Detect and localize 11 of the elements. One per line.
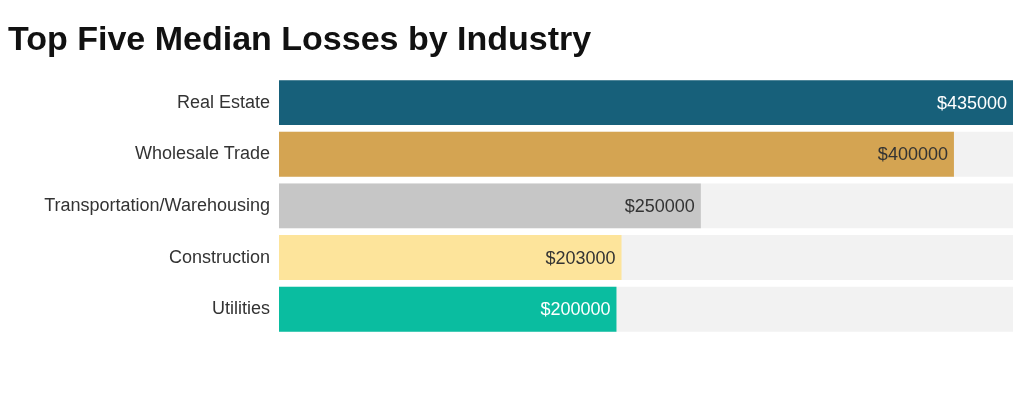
y-tick-label: Real Estate [176,91,270,112]
chart-title: Top Five Median Losses by Industry [8,18,592,57]
data-label: $400000 [877,144,948,165]
y-tick-label: Wholesale Trade [134,143,270,164]
data-label: $203000 [545,247,616,268]
data-label: $200000 [540,299,611,320]
y-tick-label: Transportation/Warehousing [44,194,270,215]
data-label: $250000 [624,195,695,216]
y-tick-label: Construction [168,246,270,267]
data-label: $435000 [936,92,1007,113]
y-tick-label: Utilities [211,298,270,319]
